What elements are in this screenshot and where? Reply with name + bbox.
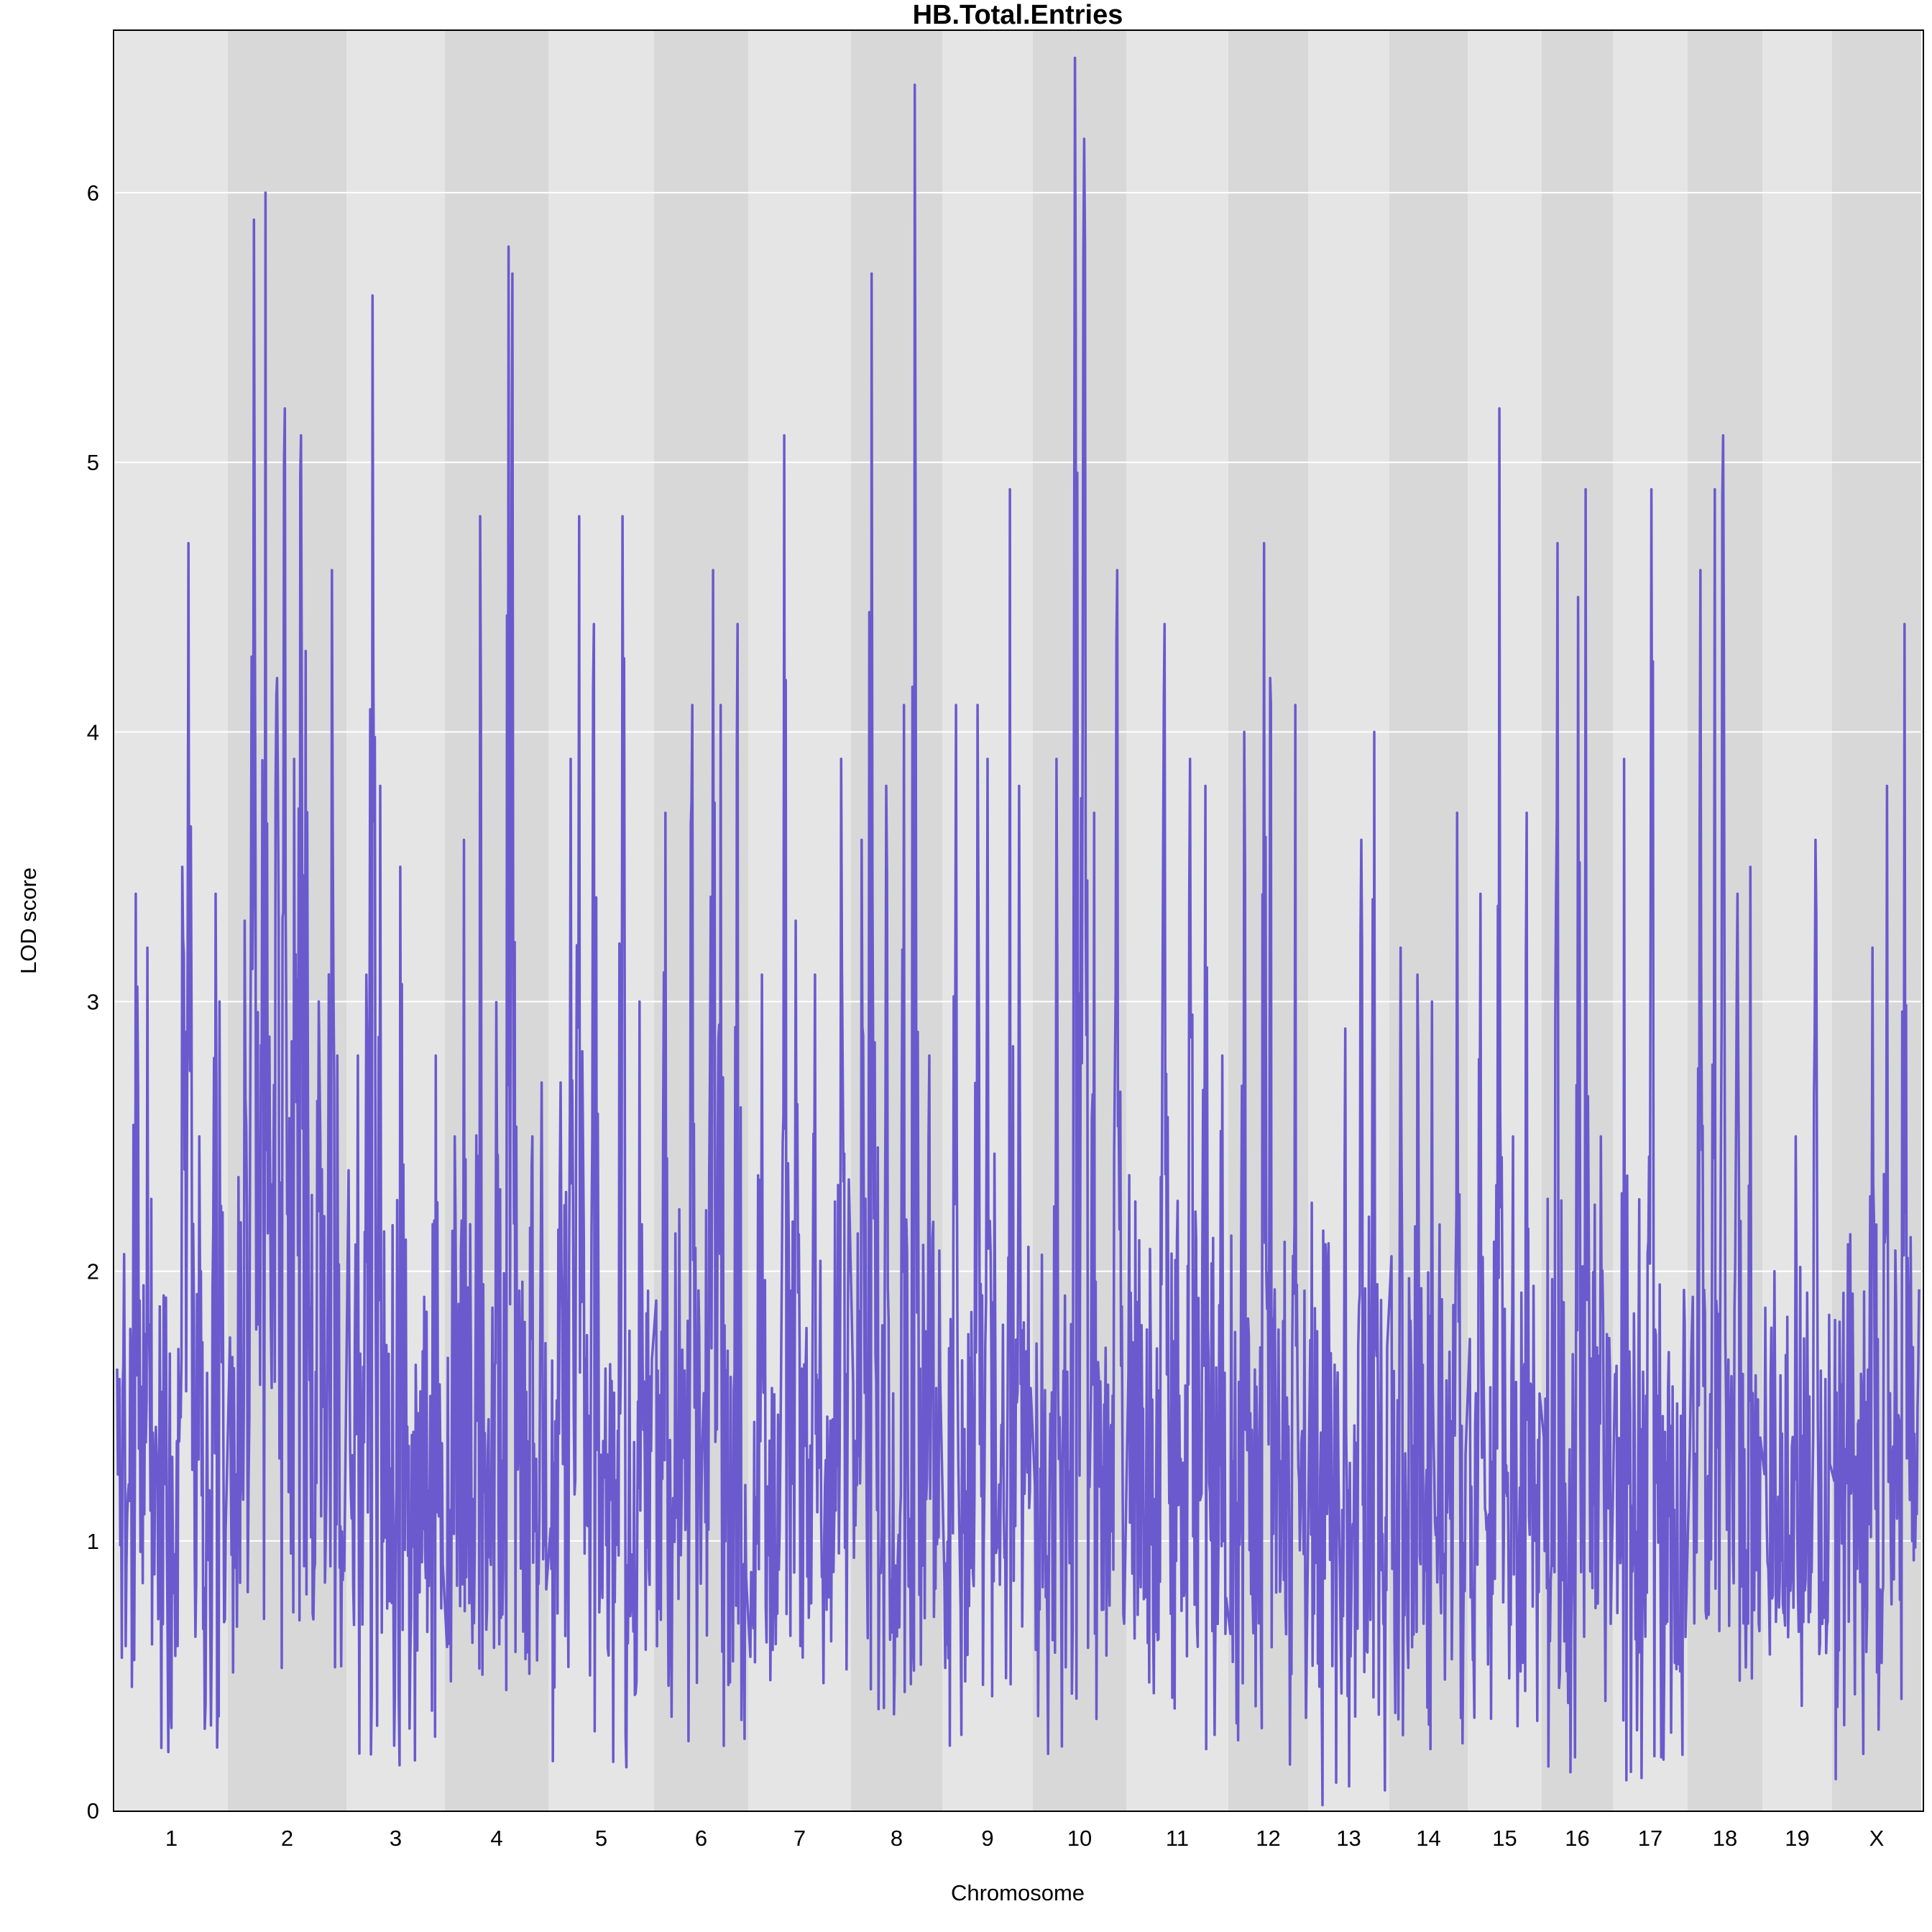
chart-title: HB.Total.Entries bbox=[913, 0, 1123, 30]
chromosome-band-8 bbox=[851, 31, 942, 1811]
x-tick-label: 10 bbox=[1067, 1826, 1092, 1851]
x-axis-ticks: 1 2 3 4 5 6 7 8 9 10 11 12 13 14 15 16 17 18 19 X bbox=[165, 1826, 1885, 1851]
x-tick-label: 18 bbox=[1713, 1826, 1737, 1851]
x-tick-label: 13 bbox=[1336, 1826, 1361, 1851]
x-tick-label: 9 bbox=[981, 1826, 993, 1851]
x-tick-label: 15 bbox=[1492, 1826, 1517, 1851]
x-tick-label: 17 bbox=[1638, 1826, 1662, 1851]
y-tick-label: 6 bbox=[87, 180, 99, 206]
x-tick-label: 14 bbox=[1416, 1826, 1440, 1851]
y-tick-label: 3 bbox=[87, 990, 99, 1015]
y-tick-label: 1 bbox=[87, 1529, 99, 1554]
y-axis-label: LOD score bbox=[16, 868, 41, 974]
plot-frame bbox=[113, 29, 1924, 1812]
x-tick-label: 8 bbox=[891, 1826, 903, 1851]
x-tick-label: 11 bbox=[1166, 1826, 1189, 1851]
x-tick-label: 6 bbox=[695, 1826, 707, 1851]
x-tick-label: 4 bbox=[490, 1826, 502, 1851]
x-axis-label: Chromosome bbox=[951, 1880, 1085, 1905]
lod-series bbox=[116, 56, 1920, 1807]
x-tick-label: 2 bbox=[281, 1826, 293, 1851]
x-tick-label: 19 bbox=[1785, 1826, 1809, 1851]
y-axis-ticks: 0 1 2 3 4 5 6 bbox=[87, 180, 99, 1823]
lod-score-line bbox=[116, 56, 1920, 1807]
x-tick-label: X bbox=[1869, 1826, 1885, 1851]
y-tick-label: 5 bbox=[87, 450, 99, 475]
y-tick-label: 2 bbox=[87, 1259, 99, 1284]
x-tick-label: 7 bbox=[794, 1826, 806, 1851]
x-tick-label: 1 bbox=[165, 1826, 178, 1851]
y-tick-label: 0 bbox=[87, 1798, 99, 1823]
x-tick-label: 16 bbox=[1565, 1826, 1589, 1851]
x-tick-label: 3 bbox=[390, 1826, 402, 1851]
x-tick-label: 12 bbox=[1256, 1826, 1280, 1851]
y-tick-label: 4 bbox=[87, 719, 99, 745]
x-tick-label: 5 bbox=[595, 1826, 607, 1851]
